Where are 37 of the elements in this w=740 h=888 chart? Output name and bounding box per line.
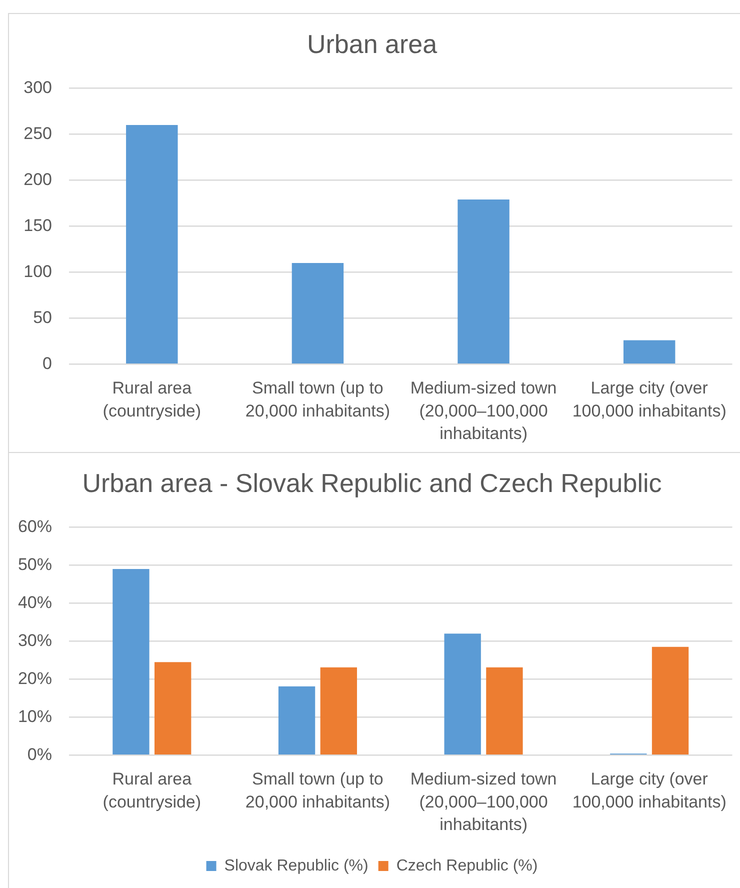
y-tick-label: 200: [24, 170, 52, 189]
bar: [444, 634, 481, 754]
bar: [623, 340, 676, 364]
bar: [278, 686, 316, 754]
y-tick-label: 50: [33, 308, 52, 327]
x-tick-label: Rural area (countryside): [102, 769, 202, 812]
x-tick-label: Small town (up to 20,000 inhabitants): [245, 769, 390, 812]
chart-title: Urban area - Slovak Republic and Czech Republic: [82, 468, 662, 498]
y-tick-label: 10%: [18, 706, 52, 726]
x-tick-label: Rural area (countryside): [102, 378, 202, 420]
y-tick-label: 100: [24, 262, 52, 281]
y-tick-label: 0: [42, 354, 52, 373]
y-tick-label: 30%: [18, 630, 52, 650]
x-tick-label: Medium-sized town (20,000–100,000 inhabitants): [410, 378, 557, 444]
bar: [112, 568, 150, 754]
y-tick-label: 40%: [18, 592, 52, 612]
y-tick-label: 50%: [18, 554, 52, 574]
bar: [320, 667, 357, 754]
bar: [292, 262, 344, 364]
y-tick-label: 60%: [18, 516, 52, 536]
x-tick-label: Small town (up to 20,000 inhabitants): [245, 378, 390, 420]
legend-label: Czech Republic (%): [396, 857, 538, 874]
y-tick-label: 20%: [18, 668, 52, 688]
bar: [486, 667, 523, 754]
y-tick-label: 250: [24, 124, 52, 143]
chart-title: Urban area: [306, 28, 438, 59]
y-tick-label: 150: [24, 216, 52, 235]
x-tick-label: Large city (over 100,000 inhabitants): [572, 378, 726, 420]
bar: [652, 646, 689, 754]
y-tick-label: 0%: [27, 744, 52, 764]
legend-label: Slovak Republic (%): [224, 857, 368, 874]
bar: [126, 124, 178, 364]
x-tick-label: Medium-sized town (20,000–100,000 inhabitants): [410, 769, 557, 834]
y-tick-label: 300: [24, 78, 52, 97]
bar: [458, 200, 510, 364]
bar: [154, 662, 192, 754]
x-tick-label: Large city (over 100,000 inhabitants): [572, 769, 726, 812]
